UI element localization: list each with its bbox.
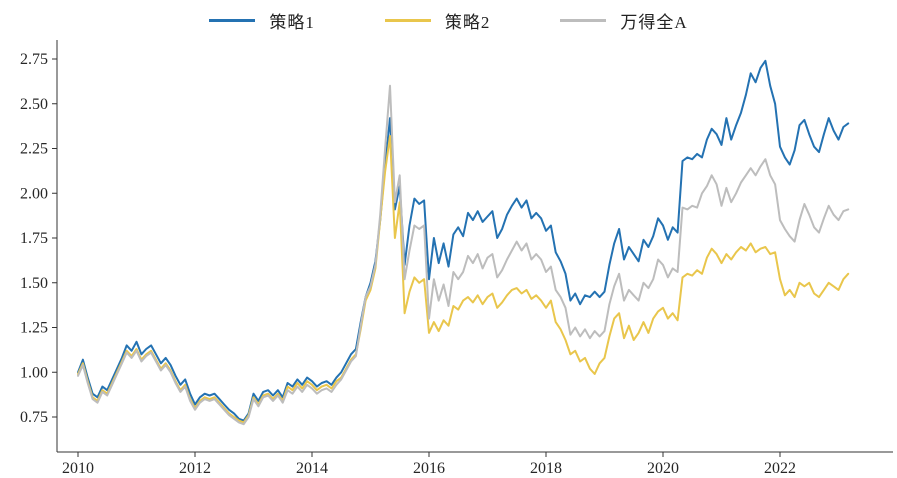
x-tick-label: 2010 — [62, 460, 94, 477]
x-tick-label: 2016 — [413, 460, 445, 477]
line-strategy-2 — [77, 135, 850, 424]
x-tick-label: 2014 — [296, 460, 328, 477]
y-tick-label: 1.00 — [20, 364, 48, 381]
y-tick-label: 2.75 — [20, 51, 48, 68]
legend-item-strategy-1: 策略1 — [209, 8, 315, 33]
legend-item-wind-all-a: 万得全A — [560, 8, 687, 33]
y-tick-label: 0.75 — [20, 409, 48, 426]
y-tick-label: 2.25 — [20, 141, 48, 158]
legend-label-strategy-1: 策略1 — [269, 13, 315, 32]
legend-line-swatch-strategy-1 — [209, 19, 256, 22]
y-tick-label: 1.75 — [20, 230, 48, 247]
line-strategy-1 — [77, 59, 850, 422]
legend-label-wind-all-a: 万得全A — [620, 13, 688, 32]
legend-item-strategy-2: 策略2 — [384, 8, 491, 33]
y-tick-label: 1.50 — [20, 275, 48, 292]
legend-line-swatch-wind-all-a — [560, 19, 607, 22]
x-tick-label: 2022 — [764, 460, 796, 477]
y-tick-label: 1.25 — [20, 320, 48, 337]
legend-line-swatch-strategy-2 — [384, 19, 431, 22]
line-wind-all-a — [77, 84, 850, 426]
x-tick-label: 2020 — [647, 460, 679, 477]
y-tick-label: 2.50 — [20, 96, 48, 113]
y-tick-label: 2.00 — [20, 185, 48, 202]
chart-legend: 策略1 策略2 万得全A — [0, 8, 897, 33]
legend-label-strategy-2: 策略2 — [444, 13, 491, 32]
x-tick-label: 2018 — [530, 460, 562, 477]
x-tick-label: 2012 — [179, 460, 211, 477]
